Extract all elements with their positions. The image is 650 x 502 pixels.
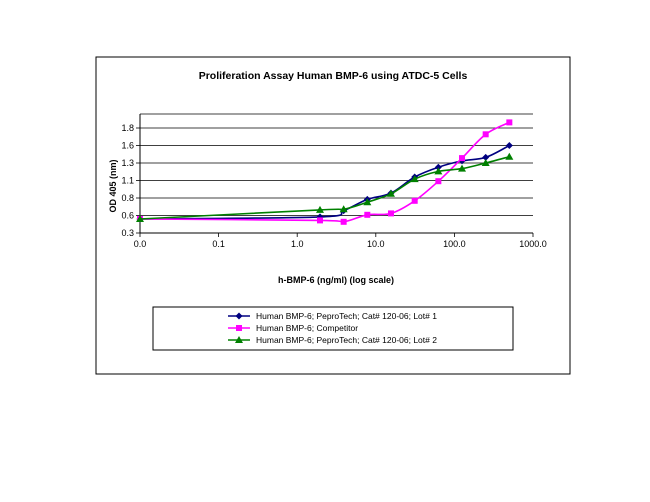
- data-point: [458, 164, 467, 172]
- x-axis-ticks: 0.0 0.1 1.0 10.0 100.0 1000.0: [134, 233, 547, 249]
- y-tick-label: 1.3: [121, 158, 134, 168]
- data-point: [340, 218, 347, 225]
- data-point: [481, 159, 490, 166]
- data-point: [363, 198, 372, 206]
- data-point: [387, 210, 394, 217]
- y-tick-label: 0.8: [121, 193, 134, 203]
- axes: [139, 114, 533, 234]
- y-tick-label: 1.6: [121, 141, 134, 151]
- legend-label: Human BMP-6; Competitor: [256, 323, 358, 333]
- data-point: [506, 119, 513, 126]
- data-point: [435, 178, 442, 185]
- data-point: [482, 131, 489, 138]
- y-tick-label: 0.6: [121, 211, 134, 221]
- legend-box: [152, 306, 514, 351]
- x-tick-label: 0.0: [134, 239, 147, 249]
- legend: Human BMP-6; PeproTech; Cat# 120-06; Lot…: [228, 311, 437, 345]
- data-point: [434, 163, 442, 171]
- legend-entry-3: Human BMP-6; PeproTech; Cat# 120-06; Lot…: [228, 335, 437, 345]
- legend-swatch-marker: [235, 312, 243, 320]
- legend-label: Human BMP-6; PeproTech; Cat# 120-06; Lot…: [256, 335, 437, 345]
- data-point: [386, 189, 395, 197]
- x-tick-label: 1.0: [291, 239, 304, 249]
- x-tick-label: 10.0: [367, 239, 385, 249]
- data-point: [315, 205, 324, 213]
- y-tick-label: 1.8: [121, 123, 134, 133]
- x-axis-title: h-BMP-6 (ng/ml) (log scale): [278, 275, 394, 285]
- legend-entry-1: Human BMP-6; PeproTech; Cat# 120-06; Lot…: [228, 311, 437, 321]
- data-point: [505, 152, 514, 160]
- y-tick-label: 0.3: [121, 228, 134, 238]
- data-point: [339, 205, 348, 213]
- series-3: [136, 152, 514, 222]
- x-tick-label: 1000.0: [519, 239, 547, 249]
- data-point: [364, 211, 371, 218]
- y-tick-label: 1.1: [121, 176, 134, 186]
- data-point: [410, 175, 419, 183]
- data-point: [136, 215, 144, 222]
- legend-swatch-marker: [235, 336, 243, 343]
- legend-swatch-marker: [236, 325, 242, 331]
- x-tick-label: 100.0: [443, 239, 466, 249]
- data-point: [505, 142, 513, 149]
- data-point: [411, 197, 418, 204]
- y-axis-title: OD 405 (nm): [108, 159, 118, 212]
- data-point: [316, 217, 323, 224]
- legend-label: Human BMP-6; PeproTech; Cat# 120-06; Lot…: [256, 311, 437, 321]
- series-layer: [136, 119, 514, 225]
- data-point: [482, 153, 490, 161]
- chart-title: Proliferation Assay Human BMP-6 using AT…: [199, 70, 468, 82]
- legend-entry-2: Human BMP-6; Competitor: [228, 323, 358, 333]
- x-tick-label: 0.1: [212, 239, 225, 249]
- y-axis-ticks: 0.3 0.6 0.8 1.1 1.3 1.6 1.8: [121, 123, 140, 238]
- data-point: [459, 155, 466, 162]
- data-point: [434, 167, 443, 175]
